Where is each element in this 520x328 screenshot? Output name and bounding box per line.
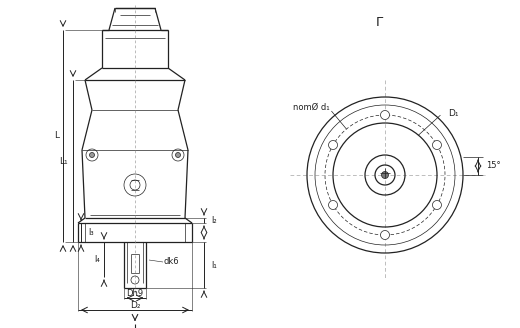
Text: L₁: L₁	[59, 156, 68, 166]
Circle shape	[329, 200, 337, 210]
Text: Dh9: Dh9	[126, 289, 144, 297]
Circle shape	[382, 172, 388, 178]
Circle shape	[176, 153, 180, 157]
Text: dk6: dk6	[164, 257, 179, 266]
Circle shape	[381, 111, 389, 119]
Text: l₁: l₁	[211, 260, 217, 270]
Circle shape	[433, 200, 441, 210]
Circle shape	[433, 140, 441, 150]
Text: l₃: l₃	[88, 228, 94, 237]
Text: nomØ d₁: nomØ d₁	[293, 103, 330, 112]
Circle shape	[329, 140, 337, 150]
Text: l₄: l₄	[94, 255, 100, 263]
Circle shape	[89, 153, 95, 157]
Text: 15°: 15°	[486, 161, 501, 171]
Text: D₂: D₂	[130, 300, 140, 310]
Text: l₂: l₂	[211, 216, 217, 225]
Circle shape	[381, 231, 389, 239]
Text: L: L	[55, 132, 59, 140]
Text: Г: Г	[376, 15, 384, 29]
Text: D₁: D₁	[448, 109, 459, 118]
